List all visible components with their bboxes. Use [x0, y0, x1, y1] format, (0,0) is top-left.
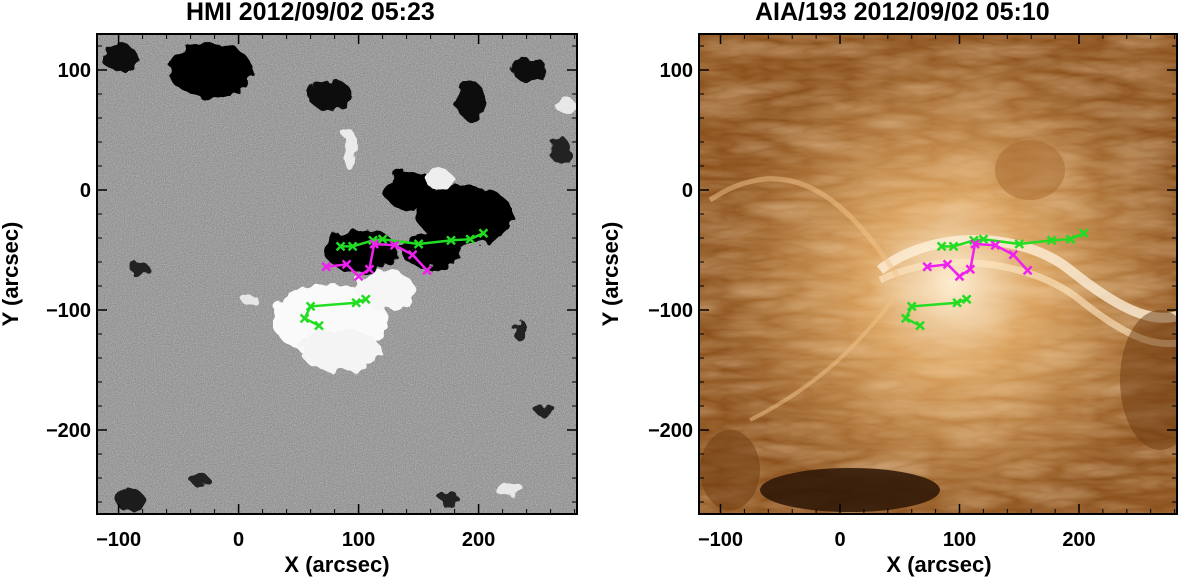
hmi-green-lower-marker	[351, 297, 362, 308]
aia-panel-title: AIA/193 2012/09/02 05:10	[755, 0, 1050, 26]
aia-green-upper-marker	[936, 241, 947, 252]
hmi-x-tick-label: 100	[342, 529, 375, 551]
aia-green-upper-marker	[1014, 239, 1025, 249]
hmi-green-lower-marker	[314, 320, 324, 331]
aia-y-tick-label: 100	[660, 60, 693, 82]
aia-x-tick-label: 200	[1062, 529, 1095, 551]
hmi-plot: −100 0 100 200 100 0 −100 −200 X (arcsec) Y (ar…	[0, 33, 578, 577]
hmi-image	[97, 34, 577, 514]
hmi-green-upper-marker	[377, 234, 388, 245]
hmi-green-upper-marker	[335, 241, 346, 252]
aia-overlay	[900, 228, 1089, 331]
aia-magenta-marker	[1008, 249, 1019, 260]
hmi-x-tick-label: 200	[462, 529, 495, 551]
aia-magenta-marker	[990, 240, 1001, 251]
aia-x-tick-label: 0	[834, 529, 845, 551]
aia-magenta-marker	[1022, 265, 1033, 276]
hmi-overlay	[299, 228, 489, 331]
aia-green-upper-marker	[948, 241, 959, 252]
hmi-panel-title: HMI 2012/09/02 05:23	[186, 0, 435, 26]
hmi-magenta-marker	[422, 265, 432, 276]
aia-plot: −100 0 100 200 100 0 −100 −200 X (arcsec) Y (ar…	[600, 33, 1178, 577]
aia-magenta-marker	[954, 271, 965, 282]
aia-green-upper-line	[941, 232, 1085, 248]
hmi-green-upper-marker	[478, 228, 489, 239]
hmi-green-upper-marker	[465, 234, 476, 245]
aia-image	[699, 34, 1177, 514]
hmi-x-tick-label: −100	[96, 529, 141, 551]
aia-x-tick-label: −100	[698, 529, 743, 551]
hmi-y-tick-label: 100	[58, 60, 91, 82]
aia-green-lower-marker	[915, 320, 925, 331]
hmi-y-tick-label: −100	[46, 300, 91, 322]
aia-green-upper-marker	[1065, 234, 1076, 245]
hmi-magenta-marker	[389, 240, 400, 251]
aia-green-upper-marker	[1078, 228, 1089, 239]
aia-y-tick-label: 0	[682, 180, 693, 202]
aia-magenta-marker	[970, 239, 980, 249]
aia-x-tick-label: 100	[943, 529, 976, 551]
hmi-magenta-marker	[341, 259, 352, 270]
hmi-y-tick-label: 0	[80, 180, 91, 202]
hmi-green-lower-marker	[299, 313, 310, 324]
hmi-plot-frame	[96, 33, 578, 515]
aia-x-axis-label: X (arcsec)	[886, 552, 991, 577]
hmi-ticks: −100 0 100 200 100 0 −100 −200	[46, 34, 577, 551]
hmi-x-axis-label: X (arcsec)	[284, 552, 389, 577]
aia-green-lower-marker	[906, 301, 917, 312]
aia-y-axis-label: Y (arcsec)	[600, 222, 623, 327]
hmi-panel: HMI 2012/09/02 05:23	[0, 0, 590, 578]
aia-ticks: −100 0 100 200 100 0 −100 −200	[648, 34, 1177, 551]
aia-magenta-marker	[965, 264, 976, 275]
hmi-green-upper-marker	[446, 235, 456, 246]
hmi-green-upper-line	[340, 232, 484, 248]
hmi-magenta-marker	[321, 261, 332, 272]
aia-green-lower-marker	[961, 294, 972, 305]
aia-green-lower-marker	[952, 297, 963, 308]
aia-plot-frame	[698, 33, 1178, 515]
aia-magenta-marker	[922, 261, 933, 272]
aia-panel: AIA/193 2012/09/02 05:10	[600, 0, 1182, 578]
aia-green-lower-marker	[900, 313, 911, 324]
aia-magenta-marker	[942, 259, 953, 270]
aia-green-upper-marker	[1046, 235, 1057, 246]
hmi-x-tick-label: 0	[233, 529, 244, 551]
aia-y-tick-label: −200	[648, 420, 693, 442]
hmi-magenta-marker	[369, 239, 380, 249]
hmi-magenta-marker	[364, 264, 375, 275]
hmi-green-upper-marker	[347, 241, 358, 252]
hmi-green-lower-marker	[305, 301, 316, 312]
hmi-y-tick-label: −200	[46, 420, 91, 442]
hmi-y-axis-label: Y (arcsec)	[0, 222, 23, 327]
aia-y-tick-label: −100	[648, 300, 693, 322]
hmi-magenta-marker	[353, 271, 364, 282]
hmi-green-lower-marker	[360, 294, 371, 305]
hmi-magenta-marker	[407, 249, 418, 260]
aia-green-upper-marker	[978, 234, 989, 245]
hmi-green-upper-marker	[413, 239, 424, 249]
